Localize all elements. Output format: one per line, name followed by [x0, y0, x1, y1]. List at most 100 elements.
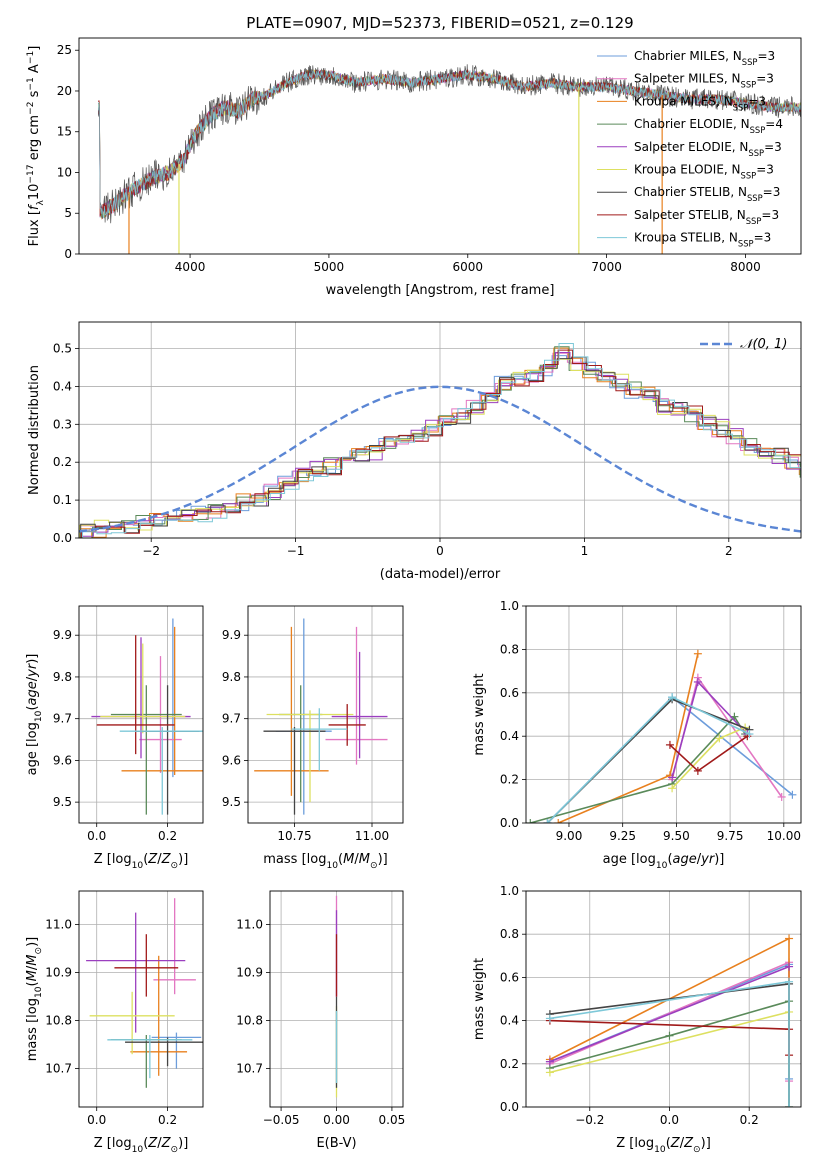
weight-line-kroupa-elodie	[549, 1011, 790, 1074]
y-tick-label: 9.9	[53, 628, 72, 642]
y-tick-label: 9.7	[53, 712, 72, 726]
legend: Chabrier MILES, NSSP=3 Salpeter MILES, NS…	[597, 49, 783, 249]
mass-vs-EBV-panel: −0.05 0.00 0.05 10.7 10.8 10.9 11.0 E(B-V)	[236, 890, 406, 1151]
age-vs-Z-panel: 0.0 0.2 9.5 9.6 9.7 9.8 9.9 Z [log10(Z/Z⊙)] age …	[25, 605, 204, 871]
x-axis-label: (data-model)/error	[380, 567, 501, 582]
y-tick-label: 25	[57, 43, 72, 57]
axes-frame	[525, 605, 802, 824]
y-tick-label: 15	[57, 125, 72, 139]
x-axis-label: Z [log10(Z/Z⊙)]	[94, 1136, 189, 1155]
x-axis-label: Z [log10(Z/Z⊙)]	[94, 852, 189, 871]
axes-frame	[78, 890, 204, 1108]
y-tick-label: 9.6	[53, 753, 72, 767]
axes-frame	[269, 890, 404, 1108]
x-tick-label: −0.2	[575, 1113, 604, 1127]
y-tick-label: 9.8	[222, 670, 241, 684]
y-axis-label: mass weight	[472, 958, 487, 1040]
y-tick-label: 1.0	[500, 884, 519, 898]
y-axis-label: age [log10(age/yr)]	[25, 654, 44, 776]
x-tick-label: −2	[142, 544, 160, 558]
x-tick-label: 9.50	[663, 829, 690, 843]
y-tick-label: 10.9	[45, 966, 72, 980]
x-tick-label: 2	[725, 544, 733, 558]
y-tick-label: 0	[64, 247, 72, 261]
y-tick-label: 10	[57, 165, 72, 179]
histogram-kroupa-stelib	[82, 343, 801, 538]
errorbars	[91, 618, 203, 815]
y-tick-label: 0.2	[53, 455, 72, 469]
y-tick-label: 11.0	[236, 918, 263, 932]
axes-frame	[78, 605, 204, 824]
x-tick-label: 0.2	[740, 1113, 759, 1127]
legend-entry: Salpeter MILES, NSSP=3	[634, 72, 774, 90]
y-tick-label: 0.4	[53, 379, 72, 393]
y-tick-label: 0.8	[500, 642, 519, 656]
legend: 𝒩(0, 1)	[700, 337, 787, 352]
y-tick-label: 9.7	[222, 712, 241, 726]
x-axis-label: Z [log10(Z/Z⊙)]	[616, 1136, 711, 1155]
x-tick-label: 9.00	[556, 829, 583, 843]
x-tick-label: 11.00	[355, 829, 389, 843]
y-axis-label: Flux [fλ10−17 erg cm−2 s−1 A−1]	[26, 46, 46, 247]
errorbars	[254, 618, 388, 815]
x-tick-label: 0	[436, 544, 444, 558]
weight-lines	[526, 649, 797, 823]
y-tick-label: 10.8	[236, 1014, 263, 1028]
x-tick-label: 0.0	[87, 1113, 106, 1127]
legend-entry: Salpeter STELIB, NSSP=3	[634, 208, 779, 226]
y-tick-label: 0.1	[53, 493, 72, 507]
weight-lines	[545, 934, 794, 1107]
spectrum-panel: 4000 5000 6000 7000 8000 0 5 10 15 20 25 wavelength…	[26, 37, 802, 298]
errorbars	[86, 898, 203, 1088]
histogram-kroupa-miles	[79, 347, 801, 538]
x-tick-label: 8000	[730, 260, 761, 274]
weight-line-salpeter-elodie	[549, 965, 790, 1063]
mass-vs-Z-panel: 0.0 0.2 10.7 10.8 10.9 11.0 Z [log10(Z/Z⊙)] mas…	[25, 890, 204, 1155]
axes-frame	[78, 37, 802, 255]
y-tick-label: 11.0	[45, 918, 72, 932]
x-tick-label: 0.2	[158, 829, 177, 843]
figure-title: PLATE=0907, MJD=52373, FIBERID=0521, z=0…	[246, 14, 633, 32]
y-tick-label: 9.5	[222, 795, 241, 809]
x-tick-label: 0.00	[323, 1113, 350, 1127]
x-tick-label: 0.2	[158, 1113, 177, 1127]
x-tick-label: −1	[287, 544, 305, 558]
legend-entry: Chabrier STELIB, NSSP=3	[634, 185, 780, 203]
x-tick-label: 0.05	[379, 1113, 406, 1127]
legend-entry: Kroupa STELIB, NSSP=3	[634, 231, 771, 249]
x-tick-label: 10.75	[277, 829, 311, 843]
normal-curve	[79, 385, 801, 533]
y-tick-label: 9.5	[53, 795, 72, 809]
y-tick-label: 1.0	[500, 599, 519, 613]
y-tick-label: 0.4	[500, 729, 519, 743]
x-axis-label: mass [log10(M/M⊙)]	[263, 852, 387, 871]
y-axis-label: mass [log10(M/M⊙)]	[25, 937, 44, 1061]
y-tick-label: 10.8	[45, 1014, 72, 1028]
legend-entry: Chabrier ELODIE, NSSP=4	[634, 117, 783, 135]
legend-entry: Salpeter ELODIE, NSSP=3	[634, 140, 782, 158]
y-tick-label: 20	[57, 84, 72, 98]
y-tick-label: 0.5	[53, 342, 72, 356]
weight-vs-age-panel: 9.00 9.25 9.50 9.75 10.00 0.0 0.2 0.4 0.6 0.8 1.0 a…	[472, 599, 802, 871]
y-tick-label: 9.9	[222, 628, 241, 642]
histograms	[79, 343, 801, 538]
y-tick-label: 5	[64, 206, 72, 220]
axes-frame	[525, 890, 802, 1108]
age-vs-mass-panel: 10.75 11.00 9.5 9.6 9.7 9.8 9.9 mass [log10(M/M…	[222, 605, 404, 871]
spectrum-lines	[98, 64, 801, 254]
x-tick-label: 6000	[452, 260, 483, 274]
y-tick-label: 0.2	[500, 773, 519, 787]
y-tick-label: 9.8	[53, 670, 72, 684]
residuals-panel: −2 −1 0 1 2 0.0 0.1 0.2 0.3 0.4 0.5 (data-model)/er…	[27, 321, 802, 582]
x-tick-label: 9.75	[717, 829, 744, 843]
y-tick-label: 0.0	[500, 816, 519, 830]
x-tick-label: 4000	[175, 260, 206, 274]
axes-frame	[78, 321, 802, 539]
axes-frame	[247, 605, 404, 824]
y-tick-label: 0.0	[53, 531, 72, 545]
x-tick-label: 7000	[591, 260, 622, 274]
legend-entry: Kroupa ELODIE, NSSP=3	[634, 163, 774, 181]
y-tick-label: 0.4	[500, 1014, 519, 1028]
y-tick-label: 0.2	[500, 1057, 519, 1071]
